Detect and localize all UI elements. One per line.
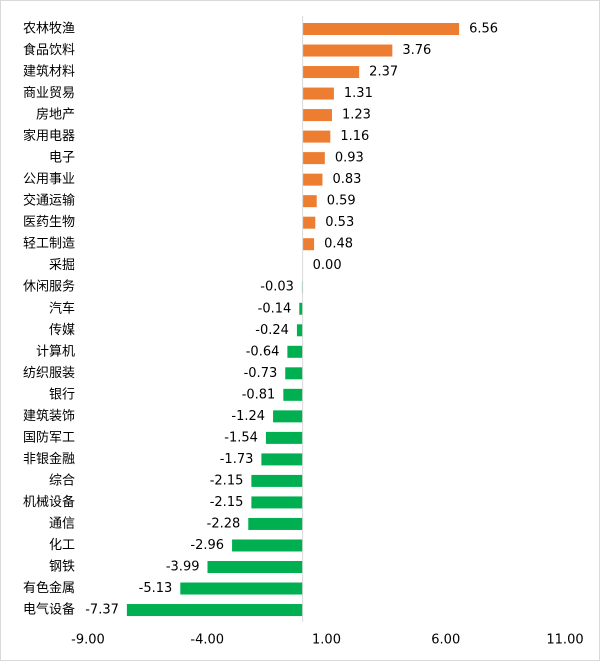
value-label: -5.13	[139, 581, 173, 596]
value-label: -3.99	[166, 560, 200, 575]
value-label: 1.23	[342, 108, 371, 123]
bar	[207, 561, 303, 573]
bar	[299, 302, 303, 315]
x-tick-label: 1.00	[312, 633, 341, 648]
bar	[302, 216, 316, 229]
category-label: 纺织服装	[23, 366, 75, 381]
category-label: 非银金融	[23, 451, 75, 467]
value-label: -1.24	[231, 409, 265, 424]
category-label: 交通运输	[23, 193, 75, 209]
x-tick-label: 11.00	[546, 633, 583, 648]
value-label: -0.64	[246, 344, 280, 359]
bar	[283, 388, 303, 401]
value-label: -2.28	[207, 516, 241, 531]
bar	[251, 496, 303, 509]
value-label: -2.96	[190, 538, 224, 553]
bar	[287, 345, 303, 358]
value-label: -1.54	[224, 430, 258, 445]
category-label: 有色金属	[23, 580, 75, 596]
category-label: 汽车	[49, 300, 75, 316]
bar	[285, 367, 303, 380]
value-label: 1.16	[340, 129, 369, 144]
value-label: -0.73	[244, 366, 278, 381]
bar	[232, 539, 303, 552]
category-label: 电气设备	[23, 602, 75, 618]
bar	[296, 324, 303, 337]
bar	[302, 87, 334, 100]
value-label: 0.48	[324, 237, 353, 252]
value-label: -2.15	[210, 495, 244, 510]
category-label: 医药生物	[23, 215, 75, 230]
category-label: 公用事业	[23, 172, 75, 187]
bar	[302, 173, 323, 186]
value-label: 0.00	[313, 258, 342, 273]
category-label: 传媒	[49, 323, 75, 338]
value-label: 3.76	[402, 43, 431, 58]
category-label: 化工	[49, 538, 75, 553]
bar	[302, 130, 331, 143]
category-label: 食品饮料	[23, 42, 75, 58]
category-label: 计算机	[36, 344, 75, 359]
value-label: -1.73	[220, 452, 254, 467]
bar	[302, 23, 460, 35]
value-label: -7.37	[85, 603, 119, 618]
value-label: 6.56	[469, 22, 498, 37]
category-label: 建筑装饰	[23, 408, 75, 424]
category-label: 通信	[49, 516, 75, 531]
value-label: -0.24	[255, 323, 289, 338]
bar	[302, 109, 332, 122]
bar	[180, 582, 303, 595]
value-label: -0.81	[242, 387, 276, 402]
bar	[302, 195, 317, 208]
value-label: -0.03	[260, 280, 294, 295]
bar	[302, 238, 315, 251]
value-label: 1.31	[344, 86, 373, 101]
bar	[302, 152, 325, 165]
category-label: 农林牧渔	[23, 22, 75, 37]
category-label: 房地产	[36, 107, 75, 123]
category-label: 休闲服务	[23, 279, 75, 295]
category-label: 国防军工	[23, 429, 75, 445]
category-label: 轻工制造	[23, 237, 75, 252]
bar	[248, 517, 303, 530]
bar	[273, 410, 303, 423]
value-label: 2.37	[369, 65, 398, 80]
category-label: 建筑材料	[23, 64, 75, 80]
value-label: 0.53	[325, 215, 354, 230]
bar	[261, 453, 303, 466]
category-label: 机械设备	[23, 494, 75, 510]
category-label: 采掘	[49, 258, 75, 273]
category-label: 家用电器	[23, 128, 75, 144]
bar	[302, 44, 393, 57]
category-label: 商业贸易	[23, 86, 75, 101]
value-label: 0.83	[332, 172, 361, 187]
value-label: -2.15	[210, 473, 244, 488]
bar	[265, 431, 303, 444]
x-tick-label: -9.00	[71, 633, 105, 648]
bar	[302, 66, 360, 79]
category-label: 综合	[49, 473, 75, 488]
x-tick-label: 6.00	[431, 633, 460, 648]
value-label: -0.14	[258, 301, 292, 316]
bar	[251, 474, 303, 487]
x-tick-label: -4.00	[190, 633, 224, 648]
bar	[126, 604, 303, 617]
category-label: 电子	[49, 151, 75, 166]
category-label: 钢铁	[49, 560, 75, 575]
category-label: 银行	[49, 387, 75, 402]
value-label: 0.93	[335, 151, 364, 166]
value-label: 0.59	[327, 194, 356, 209]
